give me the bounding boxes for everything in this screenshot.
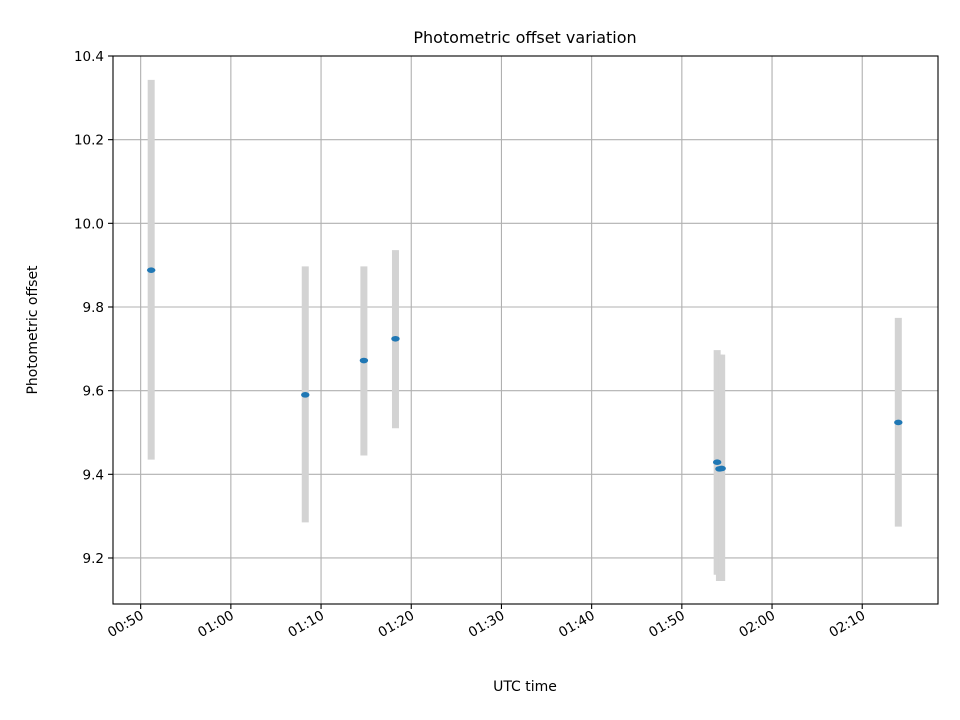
y-tick-label: 9.4 bbox=[83, 467, 104, 483]
data-point bbox=[717, 465, 726, 472]
y-tick-label: 10.2 bbox=[74, 133, 104, 149]
y-tick-label: 10.0 bbox=[74, 216, 104, 232]
data-point bbox=[359, 357, 369, 364]
data-point bbox=[301, 392, 310, 398]
y-tick-label: 9.6 bbox=[83, 384, 104, 400]
data-point bbox=[894, 419, 903, 426]
x-axis-label: UTC time bbox=[493, 679, 557, 695]
y-tick-label: 10.4 bbox=[74, 49, 104, 65]
grid-layer bbox=[113, 55, 938, 604]
y-tick-label: 9.2 bbox=[83, 551, 104, 567]
data-point bbox=[712, 459, 722, 465]
data-point bbox=[391, 335, 400, 342]
point-layer bbox=[146, 267, 903, 472]
y-axis-label: Photometric offset bbox=[25, 265, 41, 395]
plot-frame bbox=[112, 55, 939, 605]
data-point bbox=[146, 267, 156, 273]
chart-title: Photometric offset variation bbox=[413, 28, 636, 47]
y-tick-label: 9.8 bbox=[83, 300, 104, 316]
